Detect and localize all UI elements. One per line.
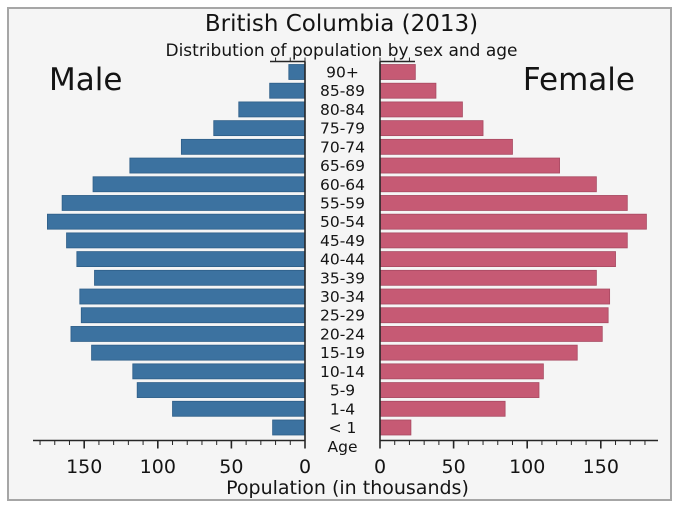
age-group-label-35-39: 35-39 [320,269,365,287]
bar-male-30-34 [79,288,306,305]
bar-female-25-29 [379,307,609,324]
bar-male-60-64 [92,176,306,193]
bar-female-70-74 [379,138,513,155]
age-group-label-85-89: 85-89 [320,82,365,100]
male-series-label: Male [49,62,123,98]
bar-female-90 [379,64,416,80]
age-group-label-30-34: 30-34 [320,288,365,306]
bar-female-5-9 [379,382,540,398]
bar-male-20-24 [70,326,306,342]
age-group-label-10-14: 10-14 [320,363,365,381]
bar-female-1 [379,419,412,436]
x-tick-label-male-50: 50 [219,456,243,478]
bar-female-50-54 [379,213,647,230]
bar-male-15-19 [91,344,306,361]
bar-male-75-79 [213,120,306,137]
bar-male-1 [272,419,306,436]
x-tick-label-female-50: 50 [442,456,466,478]
chart-title: British Columbia (2013) [204,11,479,37]
age-group-label-50-54: 50-54 [320,213,365,231]
bar-female-1-4 [379,400,506,417]
age-group-label-20-24: 20-24 [320,325,365,343]
age-group-label-90: 90+ [326,64,359,82]
bar-male-5-9 [136,382,306,398]
bar-female-75-79 [379,120,484,137]
bar-female-30-34 [379,288,611,305]
bar-female-40-44 [379,251,616,268]
bar-male-70-74 [180,138,306,155]
age-group-label-45-49: 45-49 [320,232,365,250]
female-series-label: Female [522,62,635,98]
x-tick-label-female-100: 100 [509,456,545,478]
bar-male-1-4 [172,400,306,417]
bar-male-90 [288,64,306,80]
bar-male-40-44 [76,251,306,268]
bar-male-55-59 [61,195,306,211]
x-tick-label-male-150: 150 [66,456,102,478]
x-tick-label-male-0: 0 [299,456,311,478]
age-group-label-80-84: 80-84 [320,101,365,119]
bar-female-10-14 [379,363,544,380]
age-group-label-40-44: 40-44 [320,251,365,269]
bar-male-10-14 [132,363,306,380]
age-group-label-15-19: 15-19 [320,344,365,362]
x-tick-label-female-150: 150 [583,456,619,478]
age-group-label-5-9: 5-9 [330,382,355,400]
bar-female-45-49 [379,232,628,249]
bar-male-50-54 [47,213,306,230]
bar-female-85-89 [379,82,437,99]
bar-male-85-89 [269,82,306,99]
bar-female-80-84 [379,101,463,118]
age-group-label-1-4: 1-4 [330,400,355,418]
bar-female-15-19 [379,344,578,361]
age-group-label-75-79: 75-79 [320,120,365,138]
bar-female-20-24 [379,326,603,342]
bar-male-65-69 [129,157,306,174]
bar-male-35-39 [94,269,306,286]
age-group-label-65-69: 65-69 [320,157,365,175]
age-group-label-55-59: 55-59 [320,194,365,212]
age-group-label-70-74: 70-74 [320,138,365,156]
age-axis-label: Age [327,438,358,456]
x-tick-label-male-100: 100 [140,456,176,478]
x-axis-label: Population (in thousands) [226,477,469,499]
age-group-label-1: < 1 [329,419,357,437]
bar-male-25-29 [80,307,306,324]
bar-female-55-59 [379,195,628,211]
bar-male-80-84 [238,101,306,118]
bar-female-60-64 [379,176,597,193]
x-tick-label-female-0: 0 [374,456,386,478]
bar-female-35-39 [379,269,597,286]
age-group-label-25-29: 25-29 [320,307,365,325]
age-group-label-60-64: 60-64 [320,176,365,194]
bar-female-65-69 [379,157,560,174]
chart-subtitle: Distribution of population by sex and ag… [165,41,518,61]
bar-male-45-49 [66,232,306,249]
